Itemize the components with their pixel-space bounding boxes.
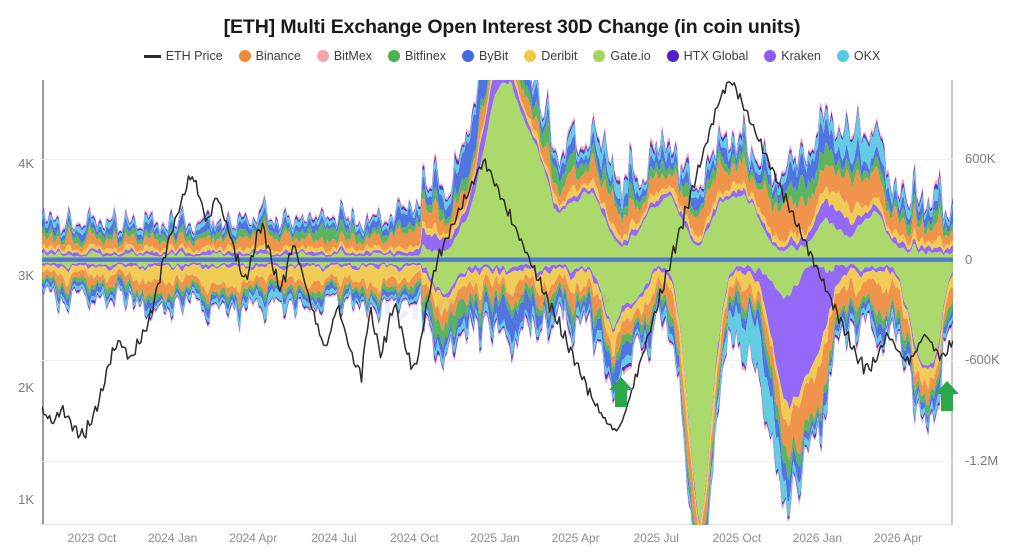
y-axis-right-tick: -1.2M bbox=[965, 453, 999, 469]
area-neg-htx-global bbox=[42, 282, 953, 525]
x-axis-tick: 2026 Apr bbox=[873, 531, 923, 545]
y-axis-right-tick: 0 bbox=[965, 251, 973, 267]
x-axis-tick: 2024 Jan bbox=[147, 531, 198, 545]
legend-item-label: Deribit bbox=[541, 49, 578, 63]
y-axis-left-tick: 3K bbox=[18, 268, 34, 284]
legend-item-bitmex[interactable]: BitMex bbox=[316, 49, 373, 63]
legend-dot-marker bbox=[316, 50, 329, 63]
legend-item-okx[interactable]: OKX bbox=[836, 49, 881, 63]
legend-item-label: Kraken bbox=[781, 49, 821, 63]
legend-item-bitfinex[interactable]: Bitfinex bbox=[388, 50, 446, 63]
legend-dot-marker bbox=[836, 50, 849, 63]
legend-dot-marker bbox=[238, 50, 251, 63]
x-axis-tick: 2025 Oct bbox=[712, 531, 762, 545]
chart-legend: ETH Price Binance BitMex Bitfinex ByBit Derib… bbox=[0, 50, 1024, 63]
eth-price-line bbox=[42, 81, 953, 439]
x-axis-tick: 2024 Jul bbox=[311, 531, 357, 545]
area-neg-bybit bbox=[42, 276, 953, 525]
legend-item-eth-price[interactable]: ETH Price bbox=[143, 49, 223, 63]
x-axis-tick: 2025 Apr bbox=[551, 531, 600, 545]
legend-dot-marker bbox=[593, 50, 606, 63]
legend-dot-marker bbox=[388, 50, 401, 63]
legend-item-label: HTX Global bbox=[683, 49, 749, 63]
green-up-arrow-1 bbox=[608, 376, 634, 408]
area-neg-bitfinex bbox=[42, 273, 953, 525]
x-axis-tick: 2024 Oct bbox=[390, 531, 439, 545]
legend-item-label: Binance bbox=[255, 49, 301, 63]
y-axis-right-tick: 600K bbox=[965, 150, 996, 166]
area-neg-okx bbox=[42, 279, 953, 525]
x-axis-tick: 2024 Apr bbox=[229, 531, 278, 545]
area-neg-binance bbox=[42, 268, 953, 525]
x-axis-line bbox=[42, 524, 953, 525]
y-axis-left-tick: 4K bbox=[18, 156, 34, 172]
legend-item-kraken[interactable]: Kraken bbox=[764, 50, 821, 63]
zero-baseline-band bbox=[42, 257, 953, 262]
y-axis-right-tick: -600K bbox=[965, 352, 1000, 368]
x-axis-tick: 2023 Oct bbox=[67, 531, 117, 545]
area-pos-gate-io bbox=[42, 81, 953, 260]
y-axis-left-line bbox=[42, 80, 44, 525]
legend-item-binance[interactable]: Binance bbox=[238, 49, 301, 63]
x-axis-tick: 2025 Jan bbox=[470, 531, 520, 545]
area-pos-bitfinex bbox=[42, 80, 953, 248]
legend-item-bybit[interactable]: ByBit bbox=[462, 50, 508, 63]
gridline bbox=[42, 360, 953, 362]
chart-canvas bbox=[42, 80, 953, 525]
legend-item-label: ByBit bbox=[479, 49, 509, 63]
legend-item-label: Bitfinex bbox=[405, 49, 447, 63]
gridline bbox=[42, 461, 953, 463]
legend-line-marker bbox=[143, 55, 161, 58]
x-axis-tick: 2025 Jul bbox=[633, 531, 679, 545]
legend-item-gate-io[interactable]: Gate.io bbox=[593, 49, 651, 63]
legend-dot-marker bbox=[524, 50, 537, 63]
green-up-arrow-2 bbox=[934, 380, 960, 412]
legend-dot-marker bbox=[666, 50, 679, 63]
page-title: [ETH] Multi Exchange Open Interest 30D C… bbox=[223, 16, 801, 38]
legend-dot-marker bbox=[462, 50, 475, 63]
legend-item-htx-global[interactable]: HTX Global bbox=[666, 49, 749, 63]
area-pos-binance bbox=[42, 80, 953, 253]
y-axis-left-tick: 1K bbox=[18, 492, 34, 508]
y-axis-left-tick: 2K bbox=[18, 380, 34, 396]
legend-item-label: ETH Price bbox=[165, 49, 223, 63]
legend-item-label: Gate.io bbox=[610, 49, 651, 63]
legend-dot-marker bbox=[764, 50, 777, 63]
area-pos-okx bbox=[42, 80, 953, 239]
legend-item-label: OKX bbox=[853, 49, 881, 63]
legend-item-deribit[interactable]: Deribit bbox=[524, 50, 577, 63]
x-axis-tick: 2026 Jan bbox=[792, 531, 843, 545]
legend-item-label: BitMex bbox=[333, 49, 373, 63]
